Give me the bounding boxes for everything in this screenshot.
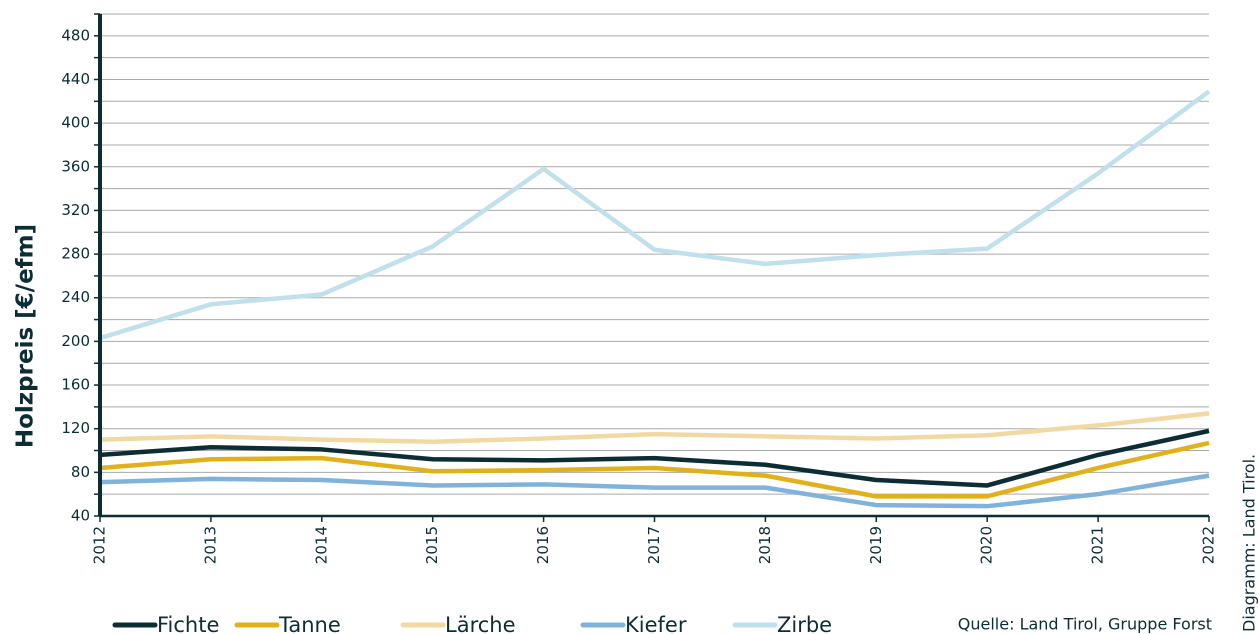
x-tick-label: 2016	[534, 526, 552, 564]
y-axis-label: Holzpreis [€/efm]	[13, 224, 39, 448]
x-tick-label: 2021	[1089, 526, 1107, 564]
series-line	[99, 473, 1210, 509]
series-line	[99, 411, 1210, 445]
source: Quelle: Land Tirol, Gruppe Forst	[958, 615, 1212, 634]
x-tick-label: 2019	[867, 526, 885, 564]
y-tick-label: 80	[71, 463, 90, 481]
x-tick-label: 2012	[91, 526, 109, 564]
y-tick-label: 400	[61, 114, 90, 132]
x-tick-label: 2018	[756, 526, 774, 564]
y-tick-label: 360	[61, 157, 90, 175]
y-tick-label: 320	[61, 201, 90, 219]
legend-label: Zirbe	[777, 613, 832, 634]
y-tick-label: 440	[61, 70, 90, 88]
y-tick-label: 240	[61, 288, 90, 306]
legend-label: Lärche	[445, 613, 516, 634]
x-tick-label: 2017	[645, 526, 663, 564]
y-tick-label: 120	[61, 419, 90, 437]
x-tick-label: 2013	[201, 526, 219, 564]
y-tick-label: 200	[61, 332, 90, 350]
series-line	[99, 428, 1210, 488]
x-tick-label: 2014	[312, 526, 330, 564]
y-tick-label: 280	[61, 245, 90, 263]
series-line	[99, 440, 1210, 499]
y-tick-label: 480	[61, 26, 90, 44]
y-tick-label: 160	[61, 376, 90, 394]
y-tick-label: 40	[71, 507, 90, 525]
legend-label: Kiefer	[625, 613, 687, 634]
legend-label: Fichte	[157, 613, 219, 634]
series-line	[99, 89, 1211, 341]
credit: Diagramm: Land Tirol.	[1240, 454, 1259, 632]
x-tick-label: 2015	[423, 526, 441, 564]
x-tick-label: 2020	[978, 526, 996, 564]
legend-label: Tanne	[278, 613, 341, 634]
x-tick-label: 2022	[1200, 526, 1218, 564]
